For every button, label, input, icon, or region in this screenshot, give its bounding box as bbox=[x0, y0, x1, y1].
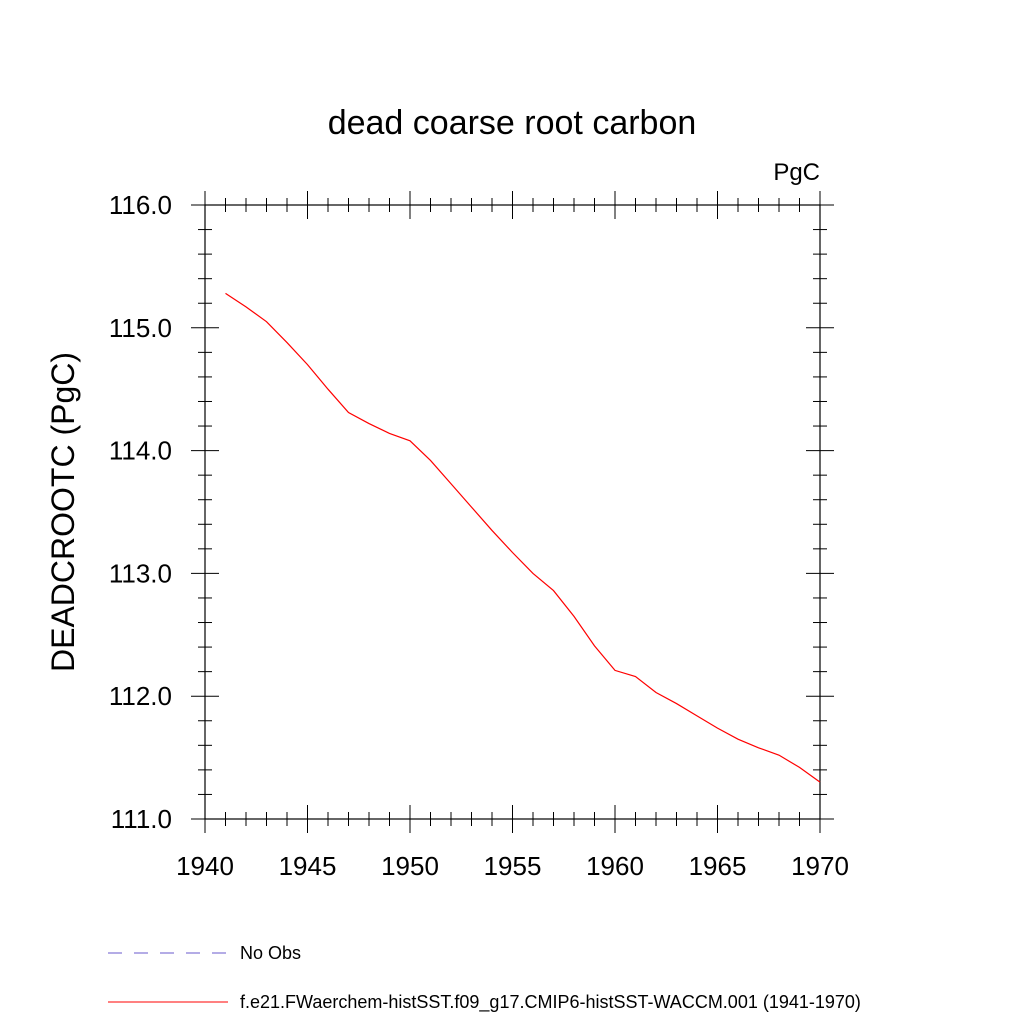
series-lines bbox=[225, 292, 821, 783]
x-tick-label: 1945 bbox=[279, 851, 337, 881]
y-tick-label: 115.0 bbox=[109, 313, 172, 343]
y-tick-label: 114.0 bbox=[109, 436, 172, 466]
chart-title: dead coarse root carbon bbox=[328, 104, 697, 142]
plot-frame bbox=[204, 204, 821, 820]
y-tick-labels: 111.0 112.0 113.0 114.0 115.0 116.0 bbox=[109, 190, 172, 834]
x-tick-label: 1960 bbox=[586, 851, 644, 881]
legend: No Obs f.e21.FWaerchem-histSST.f09_g17.C… bbox=[108, 943, 861, 1013]
series-line bbox=[225, 292, 821, 783]
x-tick-label: 1955 bbox=[484, 851, 542, 881]
y-tick-label: 116.0 bbox=[109, 190, 172, 220]
legend-label-no-obs: No Obs bbox=[240, 943, 301, 963]
x-tick-label: 1940 bbox=[176, 851, 234, 881]
y-tick-label: 112.0 bbox=[109, 681, 172, 711]
y-tick-label: 113.0 bbox=[109, 558, 172, 588]
axis-ticks bbox=[191, 191, 834, 833]
y-axis-label: DEADCROOTC (PgC) bbox=[45, 352, 81, 672]
y-tick-label: 111.0 bbox=[111, 804, 172, 834]
x-tick-labels: 1940 1945 1950 1955 1960 1965 1970 bbox=[176, 851, 849, 881]
x-tick-label: 1950 bbox=[381, 851, 439, 881]
x-tick-label: 1970 bbox=[791, 851, 849, 881]
legend-label-series: f.e21.FWaerchem-histSST.f09_g17.CMIP6-hi… bbox=[240, 992, 861, 1013]
x-tick-label: 1965 bbox=[689, 851, 747, 881]
units-label: PgC bbox=[773, 159, 820, 186]
